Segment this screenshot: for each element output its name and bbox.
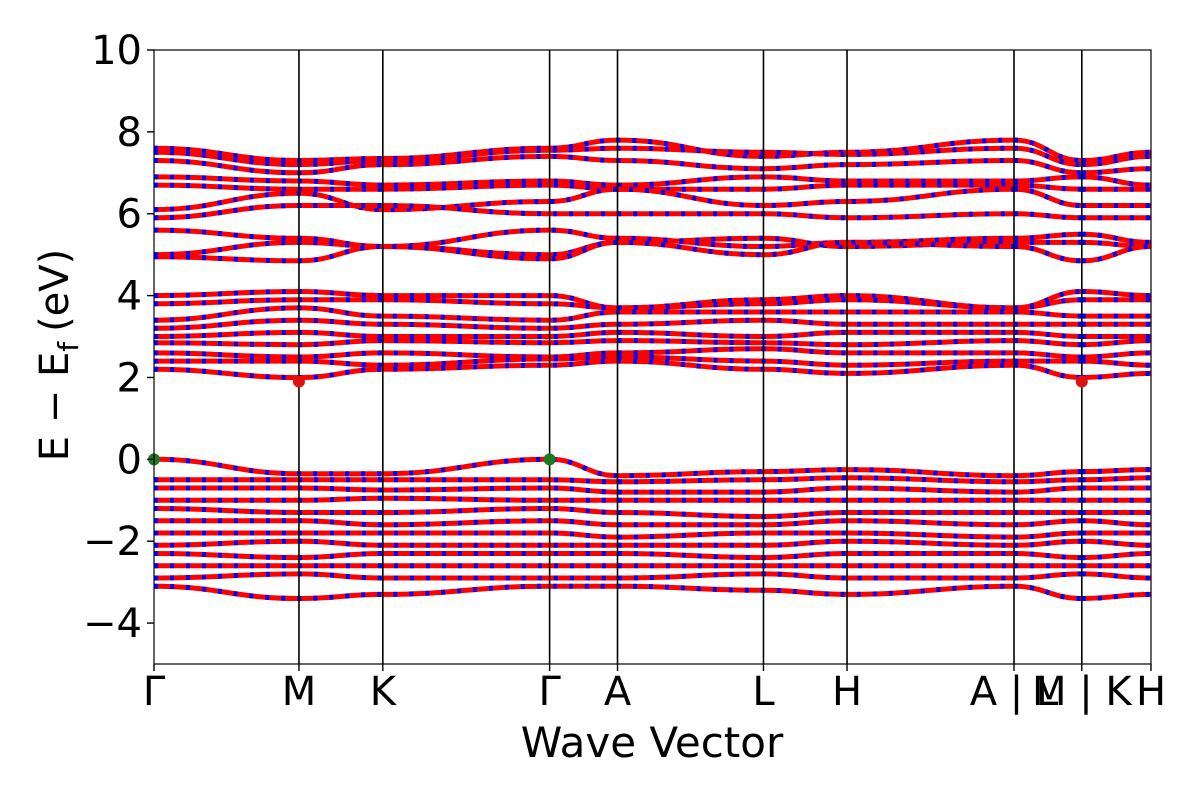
y-tick-label: 4	[117, 274, 142, 320]
band-7	[154, 202, 1151, 221]
y-axis-label-sub: f	[52, 341, 85, 352]
band-22	[154, 485, 1151, 495]
band-20	[154, 456, 1151, 479]
x-tick-label: M	[282, 669, 317, 715]
y-tick-label: 8	[117, 110, 142, 156]
band-line-spin-up	[154, 456, 1151, 479]
band-30	[154, 571, 1151, 581]
band-23	[154, 495, 1151, 503]
y-tick-label: −2	[83, 519, 142, 565]
band-line-spin-down	[154, 137, 1151, 164]
band-24	[154, 505, 1151, 520]
band-21	[154, 475, 1151, 485]
band-14	[154, 317, 1151, 331]
y-axis-label-unit: (eV)	[32, 249, 78, 332]
band-16	[154, 338, 1151, 348]
x-tick-label: L	[752, 669, 775, 715]
x-axis-label: Wave Vector	[521, 718, 784, 767]
x-tick-label: A	[604, 669, 632, 715]
y-tick-label: 0	[117, 437, 142, 483]
band-15	[154, 329, 1151, 340]
cbm-marker-1	[292, 375, 305, 388]
y-tick-label: 10	[91, 28, 142, 74]
plot-frame	[153, 49, 1152, 665]
band-28	[154, 550, 1151, 561]
bands-layer	[154, 137, 1151, 602]
y-axis-label: E − Ef (eV)	[32, 249, 85, 462]
band-31	[154, 583, 1151, 602]
band-25	[154, 518, 1151, 528]
vbm-marker-2	[543, 453, 556, 466]
x-tick-label: M | K	[1032, 669, 1133, 715]
x-tick-label: Γ	[143, 669, 166, 715]
x-tick-label: H	[832, 669, 862, 715]
cbm-marker-2	[1075, 375, 1088, 388]
x-tick-label: Γ	[538, 669, 561, 715]
y-axis-ticks: −4 −2 0 2 4 6 8 10	[83, 28, 154, 647]
band-27	[154, 538, 1151, 548]
x-tick-label: K	[370, 669, 398, 715]
x-tick-label: A | L	[970, 669, 1059, 715]
kpoint-lines	[298, 50, 1083, 664]
band-26	[154, 530, 1151, 540]
y-axis-label-main: E − E	[32, 352, 78, 462]
x-tick-label: H	[1136, 669, 1166, 715]
band-line-spin-up	[154, 239, 1151, 264]
y-tick-label: 6	[117, 192, 142, 238]
band-10	[154, 239, 1151, 264]
y-tick-label: 2	[117, 355, 142, 401]
y-tick-label: −4	[83, 601, 142, 647]
